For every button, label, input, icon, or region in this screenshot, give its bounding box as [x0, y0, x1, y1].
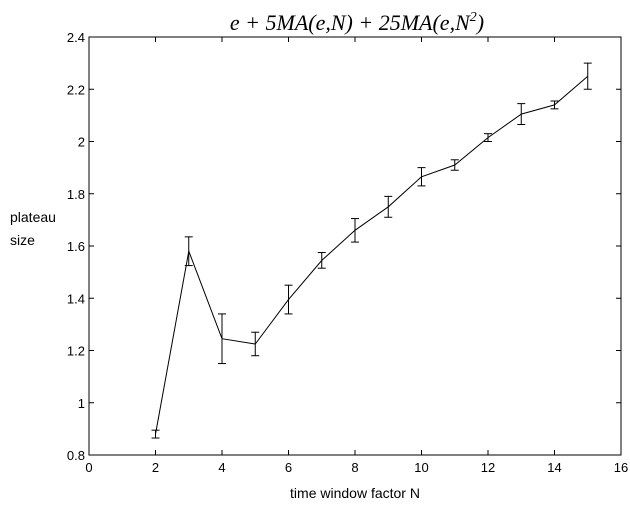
error-bar — [517, 103, 526, 126]
chart-title: e + 5MA(e,N) + 25MA(e,N2) — [230, 10, 484, 35]
x-tick-label: 8 — [351, 460, 358, 475]
error-bar — [384, 195, 393, 218]
error-bar — [151, 429, 160, 439]
y-tick-label: 2.2 — [67, 82, 85, 97]
y-tick-label: 1.6 — [67, 239, 85, 254]
error-bar — [317, 252, 326, 269]
error-bar — [583, 62, 592, 90]
y-axis-label-line-2: size — [10, 232, 35, 248]
error-bar — [450, 159, 459, 171]
error-bar — [218, 313, 226, 365]
x-tick-label: 10 — [414, 460, 428, 475]
y-tick-label: 0.8 — [67, 448, 85, 463]
x-tick-label: 6 — [285, 460, 292, 475]
y-tick-label: 2.4 — [67, 30, 85, 45]
y-tick-label: 1.8 — [67, 187, 85, 202]
x-tick-label: 4 — [218, 460, 225, 475]
x-tick-label: 12 — [481, 460, 495, 475]
series-group — [151, 62, 592, 439]
x-axis: 0 2 4 6 8 10 12 14 16 — [85, 37, 628, 475]
y-tick-label: 1.2 — [67, 344, 85, 359]
y-axis-label-line-1: plateau — [10, 209, 56, 225]
y-tick-label: 1 — [78, 396, 85, 411]
error-bar — [417, 167, 426, 187]
plot-frame — [88, 36, 622, 456]
y-tick-label: 2 — [78, 135, 85, 150]
error-bar — [284, 284, 293, 315]
error-bar — [550, 100, 559, 110]
error-bar — [351, 218, 359, 243]
series-line — [155, 75, 589, 435]
error-bar — [251, 331, 260, 357]
x-tick-label: 2 — [152, 460, 159, 475]
y-tick-label: 1.4 — [67, 291, 85, 306]
error-bar — [484, 133, 492, 142]
y-axis: 0.8 1 1.2 1.4 1.6 1.8 2 2.2 2.4 — [67, 30, 621, 463]
x-axis-label: time window factor N — [290, 485, 420, 501]
x-tick-label: 16 — [614, 460, 628, 475]
error-bar — [184, 236, 193, 267]
x-tick-label: 0 — [85, 460, 92, 475]
x-tick-label: 14 — [547, 460, 561, 475]
